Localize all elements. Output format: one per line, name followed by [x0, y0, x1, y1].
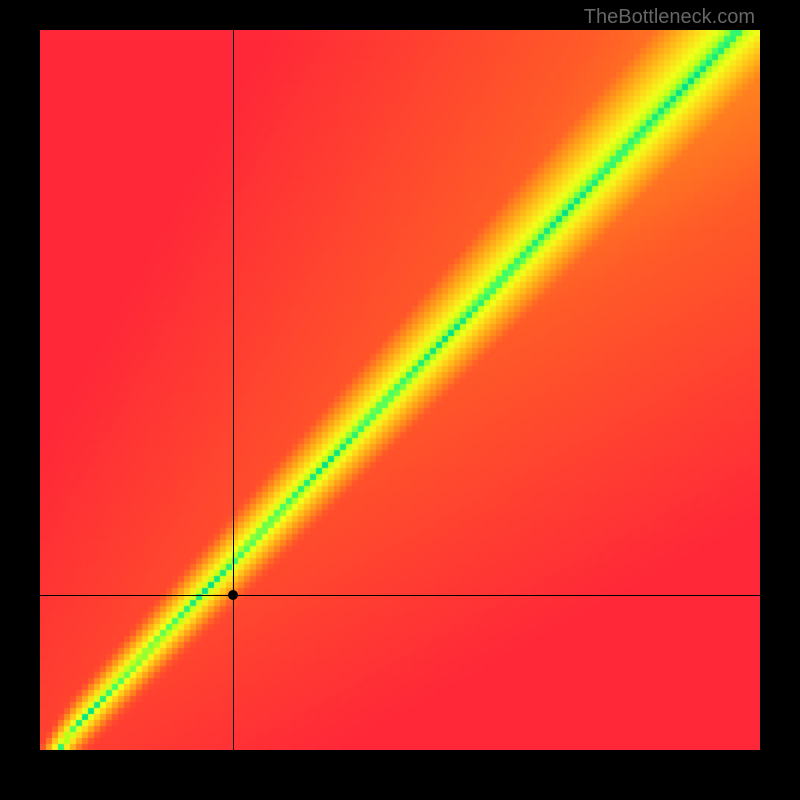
chart-container: TheBottleneck.com — [0, 0, 800, 800]
crosshair-horizontal — [40, 595, 760, 596]
watermark-text: TheBottleneck.com — [584, 6, 755, 29]
heatmap-canvas — [40, 30, 760, 750]
selection-marker — [228, 590, 238, 600]
crosshair-vertical — [233, 30, 234, 750]
heatmap-chart — [40, 30, 760, 750]
